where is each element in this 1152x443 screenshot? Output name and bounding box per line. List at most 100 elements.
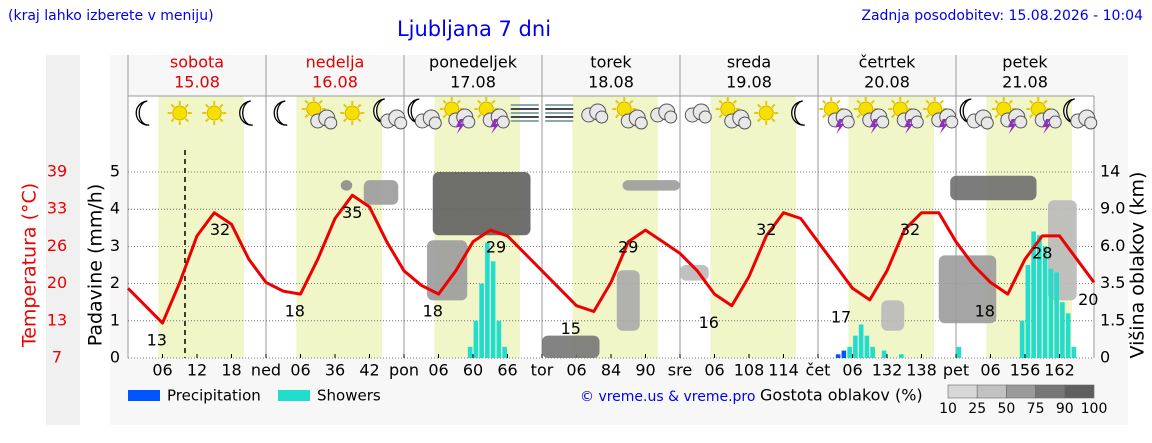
cloud xyxy=(324,116,338,130)
weather-icon xyxy=(715,97,752,130)
density-title: Gostota oblakov (%) xyxy=(760,386,923,405)
precip-bar xyxy=(1071,346,1077,358)
sun xyxy=(206,105,222,121)
precip-bar xyxy=(502,346,507,358)
weather-icon xyxy=(819,97,855,134)
cloud xyxy=(738,116,752,130)
sun-ray xyxy=(994,113,999,119)
y-tick-label: 5 xyxy=(110,162,120,181)
x-tick-label: 138 xyxy=(906,361,937,380)
density-swatch xyxy=(1064,384,1095,399)
weather-icon xyxy=(510,104,539,122)
density-swatch xyxy=(947,384,978,399)
bolt xyxy=(1007,119,1017,134)
precip-bar xyxy=(1019,320,1025,358)
precip-bar xyxy=(1025,265,1031,358)
y2-tick-label: 9.0 xyxy=(1100,199,1125,218)
weather-icon xyxy=(439,97,476,134)
day-name: torek xyxy=(590,53,632,72)
weather-icon xyxy=(474,97,510,134)
x-tick-label: 108 xyxy=(734,361,765,380)
precip-bar xyxy=(841,350,847,358)
x-tick-label: 06 xyxy=(704,361,724,380)
weather-icon xyxy=(1026,97,1062,134)
sun-ray xyxy=(925,99,930,105)
weather-icon xyxy=(373,98,408,130)
temp-label: 35 xyxy=(342,203,362,222)
precip-bar xyxy=(835,354,841,358)
cloud xyxy=(910,115,924,129)
precip-bar xyxy=(853,335,858,358)
cloud xyxy=(595,110,609,124)
temp-label: 17 xyxy=(831,307,851,326)
density-swatch xyxy=(1035,384,1066,399)
precip-bar xyxy=(1065,313,1071,358)
cloud xyxy=(664,110,678,124)
legend-label: Precipitation xyxy=(167,387,261,405)
density-swatch xyxy=(1006,384,1036,399)
sun-ray xyxy=(836,99,841,105)
precip-bar xyxy=(881,350,887,358)
weather-icon xyxy=(959,98,994,130)
cloud-layer xyxy=(542,335,600,358)
x-tick-label: 06 xyxy=(566,361,586,380)
precip-bar xyxy=(1037,235,1042,358)
x-tick-label: pon xyxy=(389,361,419,380)
density-label: 75 xyxy=(1027,401,1045,417)
day-date: 15.08 xyxy=(174,73,220,92)
sun-ray xyxy=(615,99,620,105)
y2-axis-title: Višina oblakov (km) xyxy=(1127,172,1149,359)
temp-label: 29 xyxy=(618,238,638,257)
sun-ray xyxy=(477,113,482,119)
x-tick-label: čet xyxy=(806,361,831,380)
precip-bar xyxy=(1042,246,1048,358)
temp-label: 28 xyxy=(1032,243,1052,262)
daylight xyxy=(296,96,382,358)
cloud xyxy=(876,115,890,129)
sun-ray xyxy=(205,103,210,109)
sun-ray xyxy=(170,117,175,123)
weather-icon xyxy=(202,101,227,125)
x-tick-label: ned xyxy=(251,361,281,380)
bolt xyxy=(835,119,845,134)
cloud-layer xyxy=(881,300,905,331)
temp-axis-title: Temperatura (°C) xyxy=(19,183,41,348)
sun-ray xyxy=(891,99,896,105)
day-name: sobota xyxy=(170,53,224,72)
sun-ray xyxy=(304,113,309,119)
x-tick-label: 90 xyxy=(635,361,655,380)
moon xyxy=(135,100,150,126)
x-tick-label: 36 xyxy=(325,361,345,380)
sun-ray xyxy=(925,113,930,119)
sun-ray xyxy=(822,113,827,119)
x-tick-label: 66 xyxy=(497,361,517,380)
density-label: 10 xyxy=(939,401,957,417)
moon xyxy=(791,100,805,126)
x-tick-label: 114 xyxy=(768,361,799,380)
day-date: 20.08 xyxy=(864,73,910,92)
sun-ray xyxy=(343,117,348,123)
bolt xyxy=(904,119,914,134)
weather-icon xyxy=(888,97,924,134)
y2-tick-label: 0 xyxy=(1100,348,1110,367)
bolt xyxy=(490,119,500,134)
bolt xyxy=(455,119,465,134)
day-name: četrtek xyxy=(859,53,917,72)
sun-ray xyxy=(771,117,776,123)
x-tick-label: 12 xyxy=(187,361,207,380)
chart-title: Ljubljana 7 dni xyxy=(397,17,551,41)
bolt xyxy=(1042,119,1052,134)
temp-tick-label: 20 xyxy=(47,273,67,292)
density-label: 90 xyxy=(1056,401,1074,417)
precip-bar xyxy=(1054,272,1059,358)
cloud-layer xyxy=(622,180,680,191)
cloud-layer xyxy=(616,270,640,331)
weather-icon xyxy=(684,103,712,124)
weather-icon xyxy=(301,97,338,130)
left-strip xyxy=(46,55,80,425)
sun-ray xyxy=(771,103,776,109)
daylight xyxy=(572,96,658,358)
temp-label: 29 xyxy=(486,238,506,257)
bolt xyxy=(938,119,948,134)
